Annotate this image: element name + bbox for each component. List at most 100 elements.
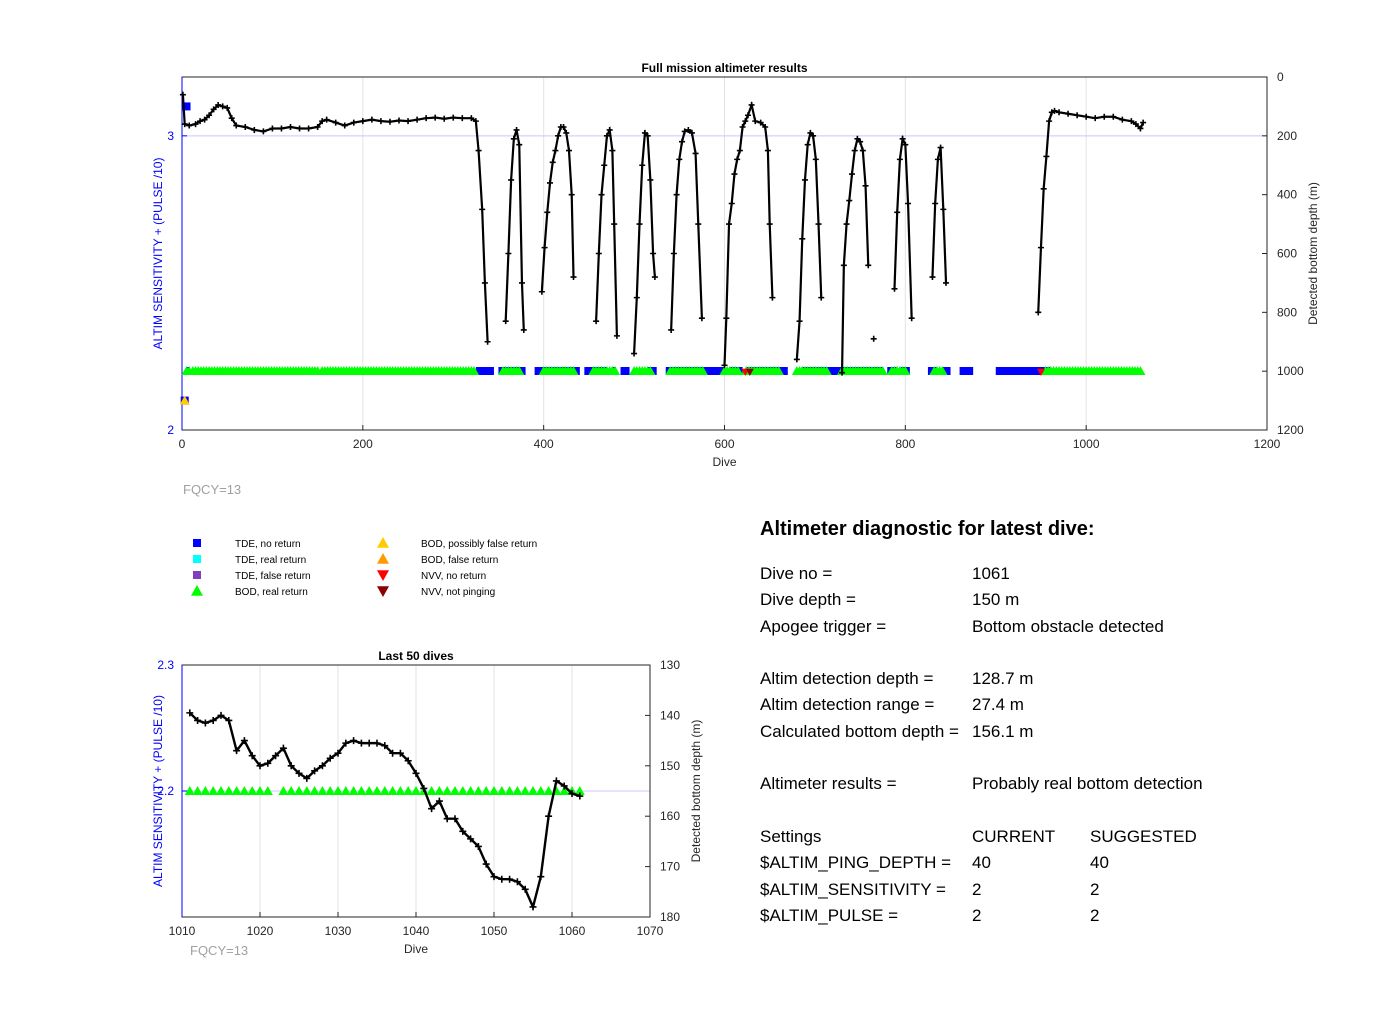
depth-point — [563, 129, 570, 136]
depth-point — [428, 805, 436, 813]
depth-point — [240, 737, 248, 745]
depth-point — [350, 737, 358, 745]
settings-header-row: Settings CURRENT SUGGESTED — [760, 824, 1380, 850]
depth-point — [224, 104, 231, 111]
altimeter-diagnostic-panel: Altimeter diagnostic for latest dive: Di… — [760, 518, 1380, 929]
depth-point — [215, 101, 222, 108]
bod-real-return-marker — [473, 786, 484, 795]
x-tick-label: 1050 — [481, 924, 508, 938]
bod-real-return-marker — [223, 786, 234, 795]
depth-point — [318, 762, 326, 770]
bod-real-return-marker — [426, 786, 437, 795]
depth-point — [305, 125, 312, 132]
depth-point — [295, 769, 303, 777]
depth-point — [368, 116, 375, 123]
x-tick-label: 1030 — [325, 924, 352, 938]
depth-point — [595, 250, 602, 257]
depth-point — [685, 126, 692, 133]
depth-point — [435, 797, 443, 805]
depth-point — [482, 860, 490, 868]
bod-real-return-marker — [481, 786, 492, 795]
bod-real-return-marker — [403, 786, 414, 795]
x-tick-label: 1020 — [247, 924, 274, 938]
ping-depth-row: $ALTIM_PING_DEPTH = 40 40 — [760, 850, 1380, 876]
depth-point — [728, 200, 735, 207]
depth-point — [859, 147, 866, 154]
y-left-tick-label: 2.2 — [157, 784, 174, 798]
depth-point — [846, 197, 853, 204]
legend-label: NVV, no return — [421, 571, 486, 582]
bod-real-return-marker — [512, 786, 523, 795]
depth-point — [197, 118, 204, 125]
depth-point — [546, 179, 553, 186]
bod-real-return-marker — [528, 786, 538, 795]
bod-real-return-marker — [543, 786, 554, 795]
sensitivity-label: $ALTIM_SENSITIVITY = — [760, 879, 946, 899]
bod-real-return-marker — [535, 786, 546, 795]
legend-marker-tde_real_return — [193, 555, 201, 563]
y-right-tick-label: 1200 — [1277, 423, 1304, 437]
legend-marker-bod_possibly_false — [377, 537, 389, 548]
bod-real-return-marker — [937, 366, 948, 375]
depth-point — [545, 812, 553, 820]
depth-point — [381, 742, 389, 750]
depth-point — [676, 156, 683, 163]
legend-label: TDE, no return — [235, 539, 301, 550]
sensitivity-current: 2 — [972, 879, 982, 899]
depth-point — [206, 112, 213, 119]
ping-depth-label: $ALTIM_PING_DEPTH = — [760, 853, 951, 873]
nvv-not-pinging-marker — [745, 368, 754, 376]
y-right-tick-label: 200 — [1277, 129, 1297, 143]
y-left-tick-label: 3 — [167, 129, 174, 143]
depth-point — [248, 752, 256, 760]
altimeter-results-label: Altimeter results = — [760, 774, 897, 794]
depth-point — [359, 118, 366, 125]
altimeter-results-row: Altimeter results = Probably real bottom… — [760, 771, 1380, 797]
depth-point — [801, 176, 808, 183]
diagnostic-title: Altimeter diagnostic for latest dive: — [760, 518, 1095, 540]
y-right-tick-label: 1000 — [1277, 364, 1304, 378]
altim-detection-range-label: Altim detection range = — [760, 695, 935, 715]
legend-label: BOD, possibly false return — [421, 539, 537, 550]
bod-real-return-marker — [301, 786, 312, 795]
nvv-no-return-marker — [1036, 368, 1045, 376]
depth-point — [481, 279, 488, 286]
depth-point — [451, 815, 459, 823]
depth-point — [568, 191, 575, 198]
depth-point — [818, 294, 825, 301]
y-left-tick-label: 2.3 — [157, 658, 174, 672]
depth-point — [647, 176, 654, 183]
depth-point — [695, 221, 702, 228]
legend-marker-bod_real_return — [191, 585, 203, 596]
depth-point — [1140, 119, 1147, 126]
legend-marker-bod_false — [377, 553, 389, 564]
depth-point — [601, 162, 608, 169]
depth-point — [606, 126, 613, 133]
depth-point — [552, 777, 560, 785]
tde-no-return-marker — [475, 367, 494, 375]
legend-label: BOD, real return — [235, 587, 308, 598]
depth-point — [731, 171, 738, 178]
bod-real-return-marker — [411, 786, 421, 795]
bod-real-return-marker — [514, 366, 525, 375]
depth-point — [688, 129, 695, 136]
depth-point — [513, 878, 521, 886]
bod-real-return-marker — [247, 786, 258, 795]
ping-depth-suggested: 40 — [1090, 853, 1109, 873]
x-tick-label: 0 — [179, 437, 186, 451]
depth-point — [568, 790, 576, 798]
bod-real-return-marker — [379, 786, 390, 795]
dive-depth-value: 150 m — [972, 590, 1020, 610]
depth-point — [217, 711, 225, 719]
depth-point — [414, 116, 421, 123]
depth-point — [529, 903, 537, 911]
bod-real-return-marker — [262, 786, 273, 795]
depth-point — [576, 792, 584, 800]
depth-point — [468, 115, 475, 122]
depth-point — [319, 118, 326, 125]
fqcy-annotation: FQCY=13 — [190, 943, 248, 958]
depth-line — [795, 130, 823, 360]
depth-point — [896, 156, 903, 163]
depth-point — [1092, 115, 1099, 122]
y-left-tick-label: 2 — [167, 423, 174, 437]
